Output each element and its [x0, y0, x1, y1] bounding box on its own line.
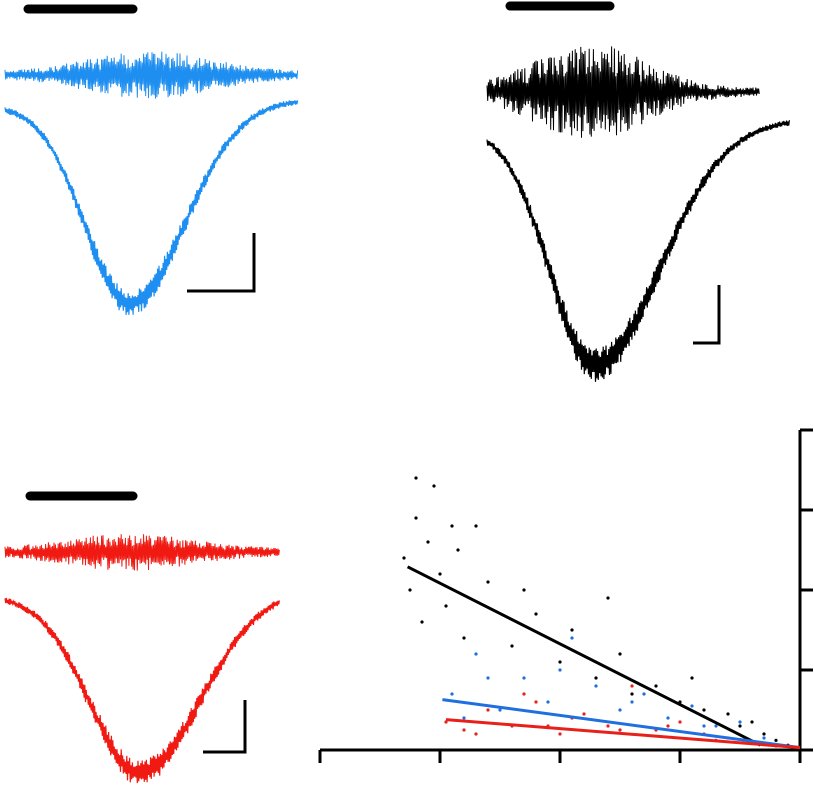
point	[486, 676, 490, 680]
point	[594, 676, 598, 680]
point	[402, 556, 406, 560]
point	[546, 700, 550, 704]
fit-line	[406, 565, 762, 747]
point	[774, 738, 778, 743]
point	[510, 644, 514, 648]
point	[618, 728, 622, 732]
point	[690, 704, 694, 708]
trace	[4, 51, 299, 99]
trace	[4, 100, 299, 315]
trace	[4, 534, 280, 571]
point	[486, 580, 490, 584]
point	[426, 540, 430, 544]
trace	[486, 120, 790, 382]
point	[456, 548, 460, 552]
point	[594, 684, 598, 688]
point	[474, 732, 478, 736]
point	[450, 692, 454, 696]
point	[444, 604, 448, 608]
point	[582, 712, 586, 716]
point	[654, 684, 658, 688]
point	[762, 736, 766, 740]
point	[690, 676, 694, 680]
point	[438, 572, 442, 576]
point	[462, 636, 466, 640]
point	[522, 692, 526, 696]
point	[618, 708, 622, 712]
point	[678, 720, 682, 724]
traces	[4, 46, 790, 784]
point	[420, 620, 424, 624]
point	[606, 596, 610, 600]
point	[414, 516, 418, 520]
point	[444, 720, 448, 724]
point	[714, 724, 718, 728]
scale-bar	[187, 233, 256, 293]
point	[630, 700, 634, 704]
point	[750, 720, 754, 724]
point	[558, 668, 562, 672]
point	[432, 484, 436, 488]
point	[474, 524, 478, 528]
point	[738, 720, 742, 724]
point	[726, 712, 730, 716]
scale-bar	[203, 700, 247, 754]
fit-line	[442, 698, 801, 750]
point	[738, 724, 742, 728]
point	[534, 700, 538, 704]
point	[558, 660, 562, 664]
point	[642, 692, 646, 696]
trace	[486, 46, 760, 138]
point	[666, 724, 670, 728]
fit-line	[445, 718, 801, 750]
trace	[4, 597, 280, 784]
point	[618, 652, 622, 656]
point	[414, 476, 418, 480]
point	[630, 684, 634, 688]
point	[522, 588, 526, 592]
point	[702, 708, 706, 712]
point	[762, 732, 766, 736]
point	[558, 732, 562, 736]
point	[606, 724, 610, 728]
point	[534, 612, 538, 616]
point	[462, 728, 466, 732]
point	[462, 716, 466, 720]
point	[474, 652, 478, 656]
point	[666, 716, 670, 720]
point	[702, 724, 706, 728]
point	[570, 636, 574, 640]
point	[630, 692, 634, 696]
point	[522, 676, 526, 680]
point	[498, 708, 502, 712]
point	[450, 524, 454, 528]
point	[570, 628, 574, 632]
scale-bar	[693, 285, 721, 345]
point	[408, 588, 412, 592]
point	[486, 708, 490, 712]
